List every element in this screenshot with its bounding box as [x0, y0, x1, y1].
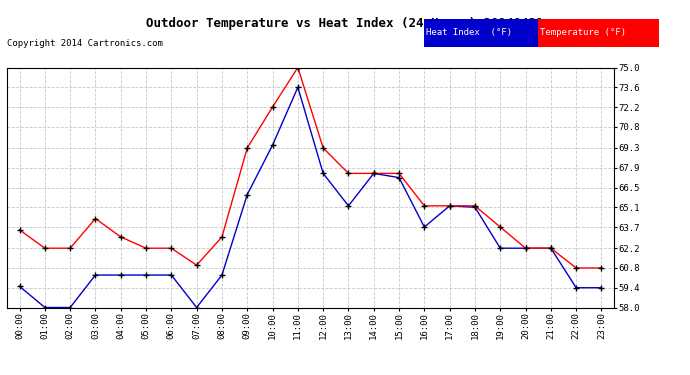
Text: Heat Index  (°F): Heat Index (°F): [426, 28, 513, 38]
Text: Outdoor Temperature vs Heat Index (24 Hours) 20140421: Outdoor Temperature vs Heat Index (24 Ho…: [146, 17, 544, 30]
Text: Copyright 2014 Cartronics.com: Copyright 2014 Cartronics.com: [7, 39, 163, 48]
Text: Temperature (°F): Temperature (°F): [540, 28, 627, 38]
